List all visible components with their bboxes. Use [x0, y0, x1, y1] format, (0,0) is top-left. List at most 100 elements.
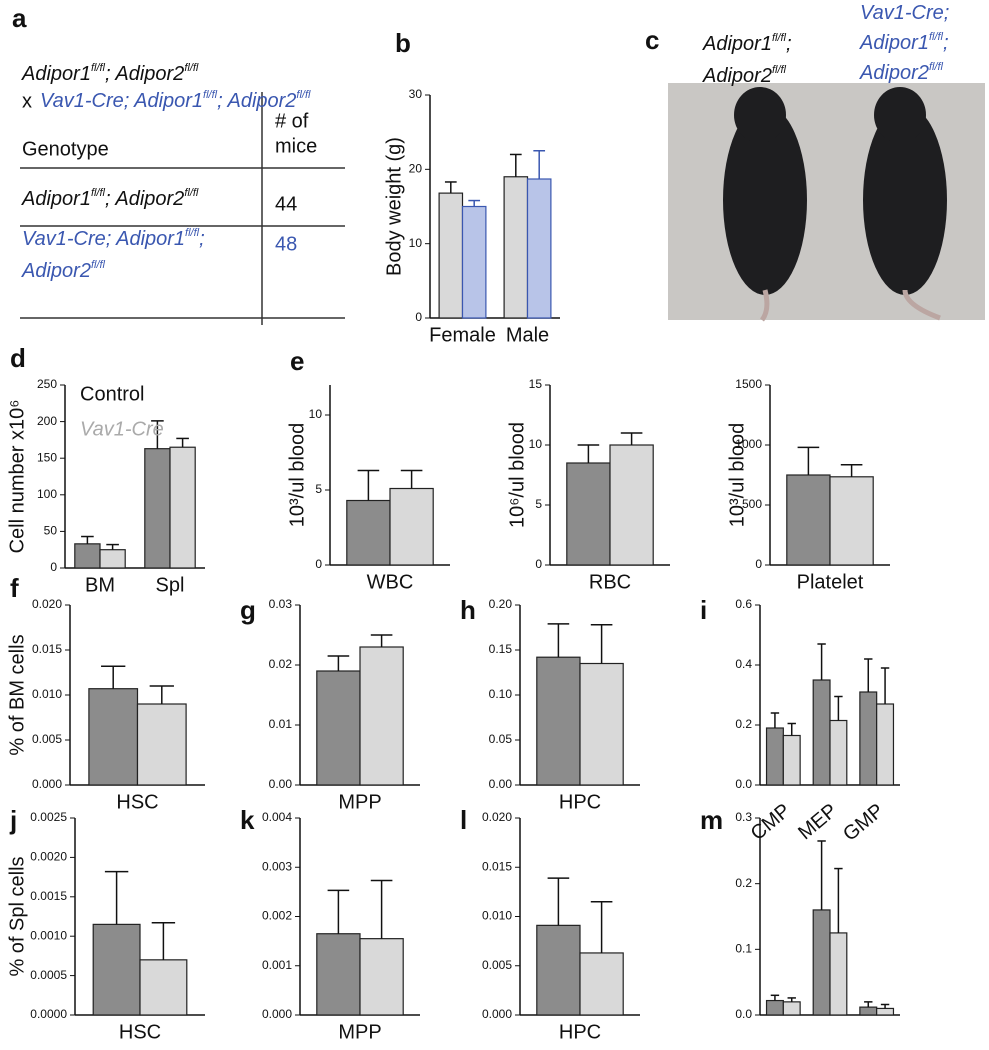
y-tick-label: 0.002 [262, 909, 292, 923]
y-tick-label: 5 [535, 497, 542, 511]
y-tick-label: 0.020 [32, 597, 62, 611]
y-tick-label: 0.2 [735, 876, 752, 890]
bar [812, 679, 831, 786]
photo-label-part: fl/fl [929, 61, 944, 73]
panel-label: m [700, 805, 723, 835]
y-tick-label: 1000 [735, 437, 762, 451]
panel-label: i [700, 595, 707, 625]
panel-label: j [9, 805, 17, 835]
mouse [723, 87, 947, 295]
cross-genotype-part: fl/fl [203, 89, 218, 101]
y-tick-label: 200 [37, 414, 57, 428]
y-tick-label: 0.000 [482, 1007, 512, 1021]
y-tick-label: 0 [535, 557, 542, 571]
bar [99, 549, 126, 569]
y-tick-label: 10 [409, 236, 423, 250]
y-axis-label: 10⁶/ul blood [506, 422, 528, 528]
y-tick-label: 0.1 [735, 942, 752, 956]
mouse-count: 44 [275, 193, 297, 215]
cross-genotype-part: Adipor1 [21, 63, 91, 85]
bar [316, 933, 361, 1016]
genotype-part: ; Adipor2 [105, 188, 184, 210]
genotype: Vav1-Cre; Adipor1fl/fl; [22, 227, 205, 250]
y-tick-label: 0.001 [262, 958, 292, 972]
y-axis-label: % of BM cells [6, 634, 28, 755]
photo-label: Adipor1fl/fl; [702, 32, 792, 55]
panel-label: f [10, 573, 19, 603]
mouse-tail [759, 289, 941, 322]
y-tick-label: 0.0010 [30, 928, 67, 942]
photo-label-part: Adipor1 [859, 32, 929, 54]
legend-entry: Vav1-Cre [80, 418, 164, 440]
x-tick-label: HSC [116, 791, 158, 813]
bar [579, 662, 624, 786]
cross-genotype-part: ; Adipor2 [105, 63, 184, 85]
cross-genotype-part: fl/fl [91, 62, 106, 74]
bar [536, 924, 581, 1016]
y-tick-label: 0.0020 [30, 850, 67, 864]
bar [829, 476, 874, 566]
y-tick-label: 100 [37, 487, 57, 501]
x-tick-label: Spl [156, 574, 185, 596]
bar [139, 959, 188, 1016]
y-tick-label: 50 [44, 524, 58, 538]
y-tick-label: 0.020 [482, 810, 512, 824]
bar [526, 178, 552, 319]
bar [359, 646, 404, 786]
bar [438, 192, 464, 319]
genotype-part: fl/fl [184, 187, 199, 199]
y-tick-label: 150 [37, 450, 57, 464]
bar [92, 923, 141, 1016]
photo-label: Adipor1fl/fl; [859, 31, 949, 54]
cross-genotype: Adipor1fl/fl; Adipor2fl/fl [21, 62, 199, 85]
y-axis-label: Body weight (g) [383, 137, 405, 276]
bar [316, 670, 361, 786]
bar [144, 448, 171, 569]
y-tick-label: 0.20 [489, 597, 513, 611]
photo-label-part: ; [786, 33, 792, 55]
panel-label: d [10, 343, 26, 373]
photo-label-part: fl/fl [772, 64, 787, 76]
table-header: # of [275, 110, 309, 132]
bar [876, 703, 895, 786]
y-tick-label: 0.0005 [30, 968, 67, 982]
y-tick-label: 0.4 [735, 657, 752, 671]
x-tick-label: BM [85, 574, 115, 596]
y-tick-label: 0.0 [735, 777, 752, 791]
y-tick-label: 5 [315, 482, 322, 496]
y-tick-label: 0.015 [482, 859, 512, 873]
photo-label-part: ; [943, 32, 949, 54]
y-tick-label: 0.004 [262, 810, 292, 824]
bar [859, 691, 878, 786]
bar [136, 703, 187, 786]
y-tick-label: 0.0 [735, 1007, 752, 1021]
y-tick-label: 0.015 [32, 642, 62, 656]
genotype-part: fl/fl [185, 227, 200, 239]
y-tick-label: 30 [409, 87, 423, 101]
y-tick-label: 0 [755, 557, 762, 571]
y-tick-label: 0.000 [262, 1007, 292, 1021]
bar [536, 656, 581, 786]
y-tick-label: 0.01 [269, 717, 293, 731]
y-tick-label: 15 [529, 377, 543, 391]
y-tick-label: 0.010 [32, 687, 62, 701]
table-header: mice [275, 135, 317, 157]
bar [765, 727, 784, 786]
cross-genotype-part: fl/fl [296, 89, 311, 101]
bar [359, 938, 404, 1016]
bar [782, 1001, 801, 1016]
y-tick-label: 0.003 [262, 859, 292, 873]
x-tick-label: HPC [559, 1021, 601, 1043]
y-axis-label: % of Spl cells [6, 856, 28, 976]
x-tick-label: MEP [794, 800, 841, 845]
genotype-part: fl/fl [91, 187, 106, 199]
photo-label: Adipor2fl/fl [859, 61, 944, 84]
genotype: Adipor2fl/fl [21, 259, 106, 282]
x-tick-label: MPP [338, 1021, 381, 1043]
y-tick-label: 0 [415, 310, 422, 324]
y-tick-label: 0.3 [735, 810, 752, 824]
cross-genotype-part: fl/fl [184, 62, 199, 74]
y-tick-label: 0.05 [489, 732, 513, 746]
bar [812, 909, 831, 1016]
y-axis-label: 10³/ul blood [286, 423, 308, 528]
